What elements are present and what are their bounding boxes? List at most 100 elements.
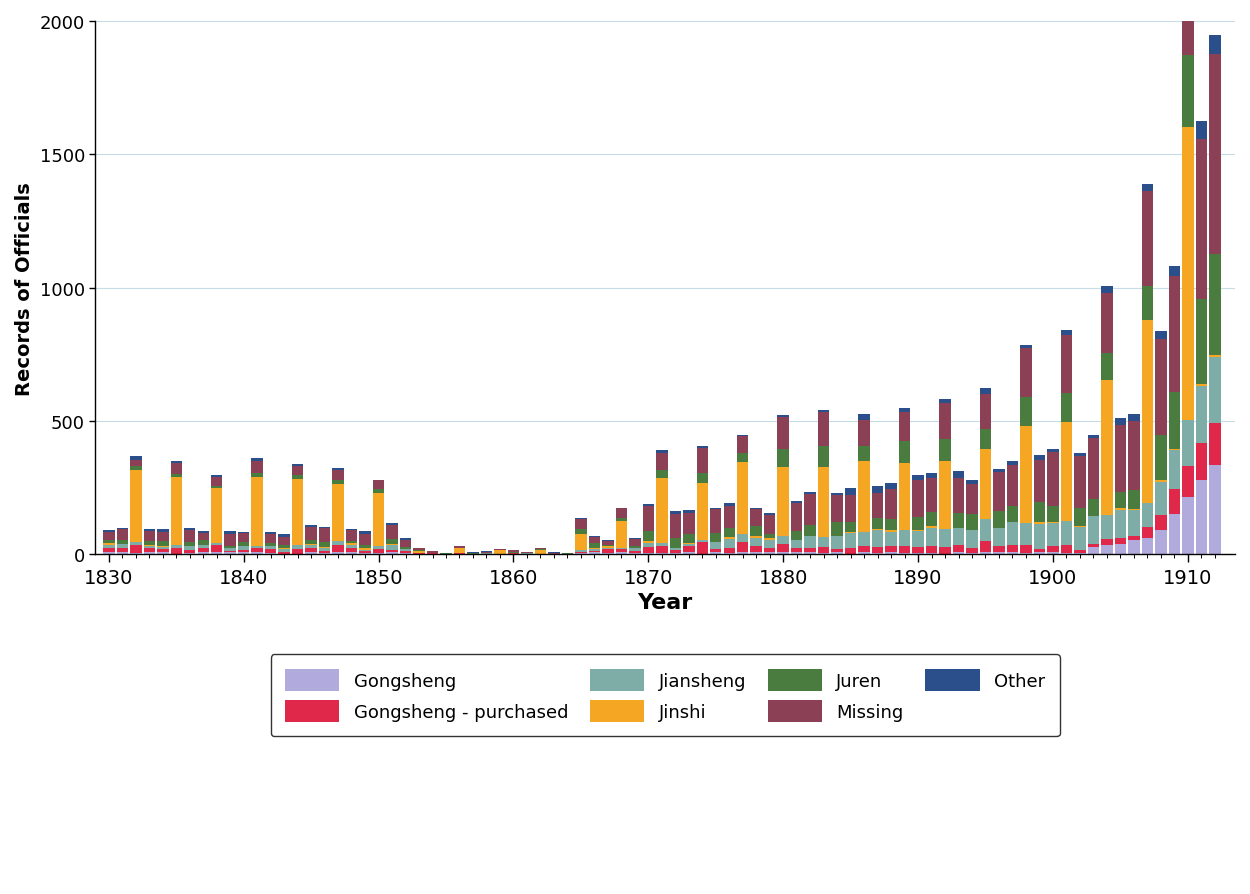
Bar bbox=[1128, 536, 1140, 541]
Bar bbox=[1006, 522, 1019, 545]
Bar bbox=[1101, 294, 1112, 354]
Bar bbox=[885, 533, 896, 546]
Bar bbox=[738, 437, 749, 454]
Bar bbox=[1048, 546, 1059, 552]
Bar bbox=[279, 552, 290, 554]
Bar bbox=[1195, 443, 1208, 481]
Bar bbox=[170, 463, 182, 475]
Bar bbox=[211, 486, 222, 489]
Bar bbox=[831, 522, 842, 536]
Bar bbox=[791, 503, 802, 532]
Bar bbox=[359, 553, 371, 555]
Bar bbox=[845, 548, 856, 554]
Bar bbox=[764, 540, 775, 549]
Bar bbox=[292, 464, 304, 467]
Bar bbox=[966, 548, 978, 553]
Bar bbox=[939, 547, 951, 554]
Bar bbox=[980, 430, 991, 450]
Bar bbox=[682, 544, 695, 546]
Bar bbox=[778, 415, 789, 417]
Bar bbox=[724, 528, 735, 538]
Bar bbox=[170, 546, 182, 548]
Bar bbox=[791, 532, 802, 540]
Bar bbox=[1141, 287, 1152, 320]
Bar bbox=[265, 535, 276, 544]
Bar bbox=[279, 537, 290, 545]
Bar bbox=[251, 474, 262, 477]
Bar bbox=[198, 545, 209, 548]
Bar bbox=[238, 550, 250, 552]
Bar bbox=[279, 535, 290, 537]
Bar bbox=[130, 467, 141, 471]
Bar bbox=[602, 548, 614, 549]
Bar bbox=[682, 535, 695, 544]
Bar bbox=[805, 536, 816, 549]
Bar bbox=[778, 536, 789, 544]
Bar bbox=[1006, 545, 1019, 552]
Bar bbox=[912, 518, 924, 531]
Bar bbox=[738, 543, 749, 552]
Bar bbox=[1209, 55, 1220, 254]
Bar bbox=[1155, 340, 1166, 435]
Bar bbox=[602, 541, 614, 545]
Bar bbox=[116, 544, 128, 549]
Bar bbox=[1048, 452, 1059, 506]
Bar bbox=[750, 510, 762, 527]
Bar bbox=[1074, 553, 1086, 555]
Bar bbox=[184, 531, 195, 543]
Bar bbox=[629, 539, 640, 546]
Bar bbox=[386, 544, 398, 546]
Bar bbox=[1115, 544, 1126, 555]
Bar bbox=[279, 550, 290, 552]
Bar bbox=[144, 542, 155, 546]
Bar bbox=[831, 552, 842, 555]
Bar bbox=[346, 545, 358, 548]
Bar bbox=[602, 547, 614, 548]
Bar bbox=[629, 546, 640, 548]
Bar bbox=[305, 526, 316, 527]
Bar bbox=[615, 519, 628, 521]
Bar bbox=[1141, 503, 1152, 527]
Bar bbox=[818, 537, 830, 547]
Bar bbox=[494, 551, 506, 554]
Bar bbox=[279, 548, 290, 550]
Bar bbox=[1128, 415, 1140, 421]
Bar bbox=[871, 487, 884, 493]
Bar bbox=[696, 484, 708, 541]
Bar bbox=[670, 511, 681, 514]
Bar bbox=[1074, 453, 1086, 456]
Bar bbox=[359, 534, 371, 546]
Bar bbox=[1034, 456, 1045, 460]
Bar bbox=[372, 553, 384, 555]
Bar bbox=[1048, 506, 1059, 522]
Bar bbox=[952, 546, 964, 552]
Bar bbox=[1061, 331, 1072, 335]
Bar bbox=[1088, 435, 1099, 439]
Bar bbox=[966, 553, 978, 555]
Bar bbox=[859, 552, 870, 555]
Bar bbox=[615, 549, 628, 550]
Bar bbox=[130, 456, 141, 460]
Bar bbox=[575, 552, 586, 553]
Bar bbox=[899, 409, 910, 412]
Bar bbox=[426, 553, 439, 554]
Bar bbox=[615, 550, 628, 552]
X-axis label: Year: Year bbox=[638, 593, 692, 612]
Bar bbox=[642, 544, 654, 547]
Bar bbox=[265, 532, 276, 535]
Bar bbox=[414, 551, 425, 552]
Bar bbox=[805, 526, 816, 536]
Bar bbox=[818, 413, 830, 447]
Bar bbox=[871, 519, 884, 529]
Bar bbox=[818, 410, 830, 413]
Bar bbox=[589, 552, 600, 555]
Bar bbox=[1101, 381, 1112, 516]
Bar bbox=[158, 533, 169, 541]
Bar bbox=[1006, 466, 1019, 506]
Bar bbox=[225, 546, 236, 549]
Bar bbox=[994, 528, 1005, 547]
Bar bbox=[724, 540, 735, 548]
Bar bbox=[980, 542, 991, 552]
Bar bbox=[615, 552, 628, 555]
Bar bbox=[305, 552, 316, 555]
